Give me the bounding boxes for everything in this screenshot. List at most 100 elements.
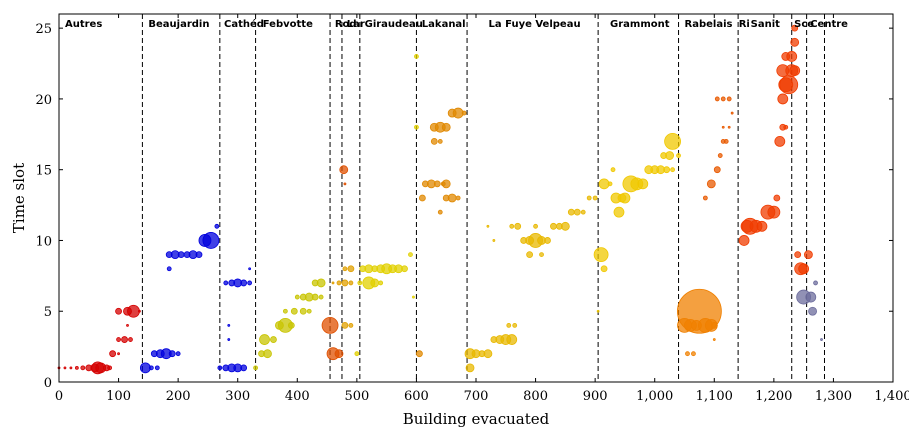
data-point xyxy=(776,64,790,78)
data-point xyxy=(665,151,675,160)
data-point xyxy=(378,280,384,286)
data-point xyxy=(139,362,151,374)
data-point xyxy=(706,179,716,189)
data-point xyxy=(342,266,348,272)
data-point xyxy=(318,294,324,300)
data-point xyxy=(723,138,729,144)
data-point xyxy=(720,96,726,102)
data-point xyxy=(154,365,160,371)
y-axis-title: Time slot xyxy=(10,163,28,233)
data-point xyxy=(416,350,423,358)
data-point xyxy=(433,180,441,188)
data-point xyxy=(738,235,750,246)
data-point xyxy=(331,281,335,285)
data-point xyxy=(441,179,451,189)
data-point xyxy=(794,251,802,259)
data-point xyxy=(663,166,671,174)
data-point xyxy=(712,338,716,341)
data-point xyxy=(401,265,408,273)
data-point xyxy=(418,194,426,202)
data-point xyxy=(550,222,557,230)
data-point xyxy=(586,195,592,201)
data-point xyxy=(813,280,818,286)
data-point xyxy=(217,365,223,371)
data-point xyxy=(664,132,681,150)
x-tick-label: 900 xyxy=(583,389,608,404)
data-point xyxy=(128,337,133,342)
data-point xyxy=(63,366,67,370)
data-point xyxy=(670,167,675,173)
data-point xyxy=(596,309,600,313)
data-point xyxy=(348,280,354,286)
data-point xyxy=(127,304,140,318)
data-point xyxy=(447,193,457,203)
region-label: Rabelais xyxy=(685,19,733,30)
x-tick-label: 1,200 xyxy=(755,389,792,404)
data-point xyxy=(74,365,79,370)
data-point xyxy=(148,365,154,371)
data-point xyxy=(580,209,586,215)
data-point xyxy=(263,349,272,359)
data-point xyxy=(227,323,231,327)
data-point xyxy=(691,351,696,357)
y-tick-label: 20 xyxy=(35,93,52,108)
data-point xyxy=(455,195,461,201)
x-tick-label: 700 xyxy=(464,389,489,404)
data-point xyxy=(121,336,128,343)
y-tick-label: 10 xyxy=(35,234,52,249)
data-point xyxy=(730,111,734,115)
data-point xyxy=(168,350,176,358)
data-point xyxy=(820,338,823,341)
data-point xyxy=(514,222,522,230)
data-point xyxy=(334,349,344,359)
data-point xyxy=(336,280,342,286)
data-point xyxy=(253,365,258,371)
data-point xyxy=(116,337,121,342)
y-tick-label: 0 xyxy=(44,376,52,391)
data-point xyxy=(347,265,355,273)
data-point xyxy=(804,250,813,260)
data-point xyxy=(598,178,610,190)
data-point xyxy=(339,165,349,175)
data-point xyxy=(177,251,185,259)
data-point xyxy=(756,220,768,232)
x-tick-label: 800 xyxy=(523,389,548,404)
data-point xyxy=(115,307,122,315)
data-point xyxy=(790,37,800,47)
data-point xyxy=(791,24,799,32)
x-tick-label: 100 xyxy=(106,389,131,404)
data-point xyxy=(767,205,781,219)
data-point xyxy=(306,308,312,314)
data-point xyxy=(452,107,464,119)
data-point xyxy=(321,316,339,334)
data-point xyxy=(717,153,723,158)
y-tick-label: 25 xyxy=(35,22,52,37)
data-point xyxy=(721,125,725,129)
data-point xyxy=(779,75,799,95)
x-tick-label: 1,400 xyxy=(874,389,909,404)
data-point xyxy=(526,251,534,259)
data-point xyxy=(512,322,518,328)
region-label: Centre xyxy=(810,19,848,30)
data-point xyxy=(247,280,253,286)
data-point xyxy=(166,266,172,272)
data-point xyxy=(437,209,443,215)
region-label: Lakanal xyxy=(422,19,466,30)
data-point xyxy=(726,96,732,102)
region-label: Febvotte xyxy=(263,19,313,30)
data-point xyxy=(727,125,731,129)
data-point xyxy=(619,192,631,204)
region-label: Sanit xyxy=(751,19,780,30)
data-point xyxy=(80,365,86,371)
x-tick-label: 1,100 xyxy=(696,389,733,404)
data-point xyxy=(109,350,117,358)
data-point xyxy=(465,363,475,373)
region-dividers xyxy=(141,14,825,382)
x-tick-label: 400 xyxy=(285,389,310,404)
x-tick-label: 0 xyxy=(55,389,63,404)
region-label: Sce xyxy=(794,19,814,30)
data-point xyxy=(223,280,229,286)
data-point xyxy=(126,323,129,327)
data-point xyxy=(430,137,438,145)
